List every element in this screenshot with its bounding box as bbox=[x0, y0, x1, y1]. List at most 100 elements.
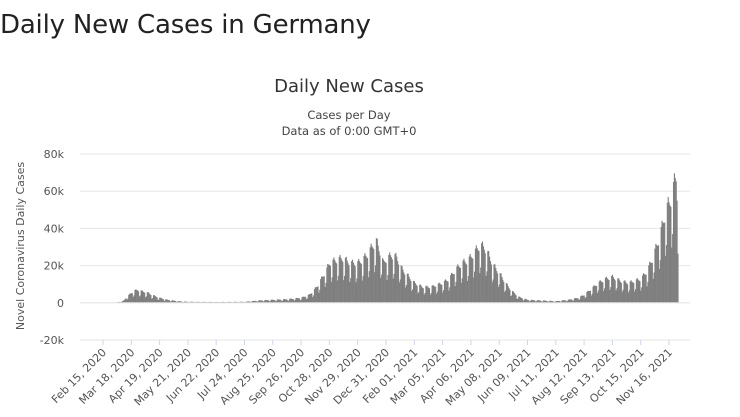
data-bar bbox=[636, 278, 638, 303]
data-bar bbox=[290, 298, 293, 303]
data-bar bbox=[272, 299, 274, 303]
data-bar bbox=[533, 300, 535, 303]
data-bar bbox=[623, 280, 625, 303]
data-bar bbox=[174, 300, 176, 303]
data-bar bbox=[524, 298, 526, 303]
data-bar bbox=[148, 293, 150, 303]
data-bar bbox=[617, 278, 619, 303]
data-bar bbox=[430, 292, 432, 303]
data-bar bbox=[159, 297, 161, 303]
data-bar bbox=[153, 295, 155, 303]
data-bar bbox=[361, 280, 363, 303]
data-bar bbox=[122, 300, 125, 303]
data-bar bbox=[343, 275, 346, 303]
data-bar bbox=[366, 257, 368, 303]
data-bar bbox=[342, 261, 344, 303]
data-bar bbox=[273, 299, 275, 303]
data-bar bbox=[462, 260, 464, 303]
data-bar bbox=[263, 301, 265, 303]
data-bar bbox=[134, 290, 136, 303]
data-bars bbox=[80, 173, 690, 304]
data-bar bbox=[175, 301, 177, 303]
data-bar bbox=[610, 287, 612, 303]
data-bar bbox=[435, 286, 437, 303]
data-bar bbox=[284, 299, 286, 303]
data-bar bbox=[458, 266, 460, 303]
data-bar bbox=[588, 290, 591, 303]
data-bar bbox=[489, 256, 491, 303]
data-bar bbox=[669, 205, 671, 303]
data-bar bbox=[667, 197, 669, 303]
data-bar bbox=[129, 293, 131, 303]
data-bar bbox=[504, 291, 506, 303]
data-bar bbox=[373, 249, 375, 303]
data-bar bbox=[607, 279, 609, 303]
data-bar bbox=[593, 285, 595, 303]
data-bar bbox=[180, 301, 182, 303]
data-bar bbox=[181, 301, 183, 303]
data-bar bbox=[500, 273, 502, 303]
data-bar bbox=[370, 243, 372, 303]
data-bar bbox=[351, 259, 354, 303]
data-bar bbox=[540, 300, 542, 303]
data-bar bbox=[562, 300, 564, 303]
data-bar bbox=[385, 262, 387, 303]
data-bar bbox=[511, 295, 513, 303]
data-bar bbox=[508, 288, 510, 303]
data-bar bbox=[541, 301, 543, 303]
data-bar bbox=[460, 282, 462, 303]
data-bar bbox=[336, 263, 338, 303]
data-bar bbox=[344, 257, 347, 303]
data-bar bbox=[374, 265, 377, 303]
data-bar bbox=[606, 278, 608, 303]
data-bar bbox=[296, 297, 298, 303]
data-bar bbox=[645, 274, 647, 303]
data-bar bbox=[659, 260, 661, 303]
data-bar bbox=[530, 299, 532, 303]
data-bar bbox=[179, 301, 181, 303]
data-bar bbox=[538, 300, 540, 303]
data-bar bbox=[139, 295, 141, 303]
data-bar bbox=[305, 299, 308, 303]
data-bar bbox=[126, 299, 128, 303]
data-bar bbox=[668, 202, 670, 303]
data-bar bbox=[542, 300, 545, 303]
data-bar bbox=[574, 297, 576, 303]
data-bar bbox=[316, 286, 318, 303]
data-bar bbox=[262, 301, 264, 303]
data-bar bbox=[398, 282, 400, 303]
data-bar bbox=[313, 295, 315, 303]
data-bar bbox=[420, 284, 422, 303]
data-bar bbox=[286, 299, 288, 303]
data-bar bbox=[137, 290, 139, 303]
data-bar bbox=[544, 300, 546, 303]
data-bar bbox=[406, 273, 408, 303]
data-bar bbox=[536, 300, 538, 303]
data-bar bbox=[629, 281, 631, 303]
data-bar bbox=[487, 251, 489, 303]
data-bar bbox=[550, 300, 552, 303]
data-bar bbox=[639, 281, 641, 303]
data-bar bbox=[352, 262, 354, 303]
data-bar bbox=[464, 261, 466, 303]
data-bar bbox=[611, 274, 614, 303]
data-bar bbox=[190, 301, 192, 303]
data-bar bbox=[298, 298, 300, 303]
data-bar bbox=[168, 300, 170, 303]
data-bar bbox=[481, 241, 484, 303]
data-bar bbox=[143, 292, 145, 303]
data-bar bbox=[249, 301, 251, 303]
data-bar bbox=[325, 282, 327, 303]
data-bar bbox=[655, 243, 657, 303]
data-bar bbox=[340, 258, 342, 303]
data-bar bbox=[258, 300, 260, 303]
data-bar bbox=[260, 300, 262, 303]
data-bar bbox=[614, 280, 616, 303]
data-bar bbox=[673, 173, 675, 303]
data-bar bbox=[147, 292, 149, 303]
data-bar bbox=[442, 292, 444, 303]
data-bar bbox=[165, 299, 167, 303]
data-bar bbox=[359, 262, 362, 303]
data-bar bbox=[653, 272, 655, 303]
data-bar bbox=[509, 289, 511, 303]
